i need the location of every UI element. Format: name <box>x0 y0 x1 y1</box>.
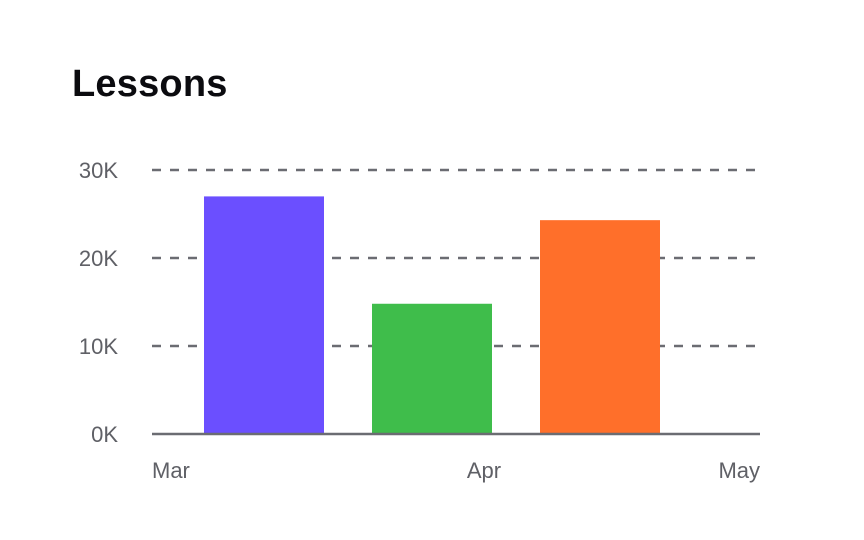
y-tick-label-0K: 0K <box>91 422 118 447</box>
bar-2 <box>372 303 492 434</box>
bar-3 <box>540 220 660 434</box>
x-tick-label-apr: Apr <box>467 458 501 483</box>
x-tick-label-may: May <box>718 458 760 483</box>
chart-title: Lessons <box>72 63 228 105</box>
bar-1 <box>204 196 324 434</box>
y-tick-label-10K: 10K <box>79 334 118 359</box>
y-tick-label-20K: 20K <box>79 246 118 271</box>
y-tick-label-30K: 30K <box>79 158 118 183</box>
x-tick-label-mar: Mar <box>152 458 190 483</box>
